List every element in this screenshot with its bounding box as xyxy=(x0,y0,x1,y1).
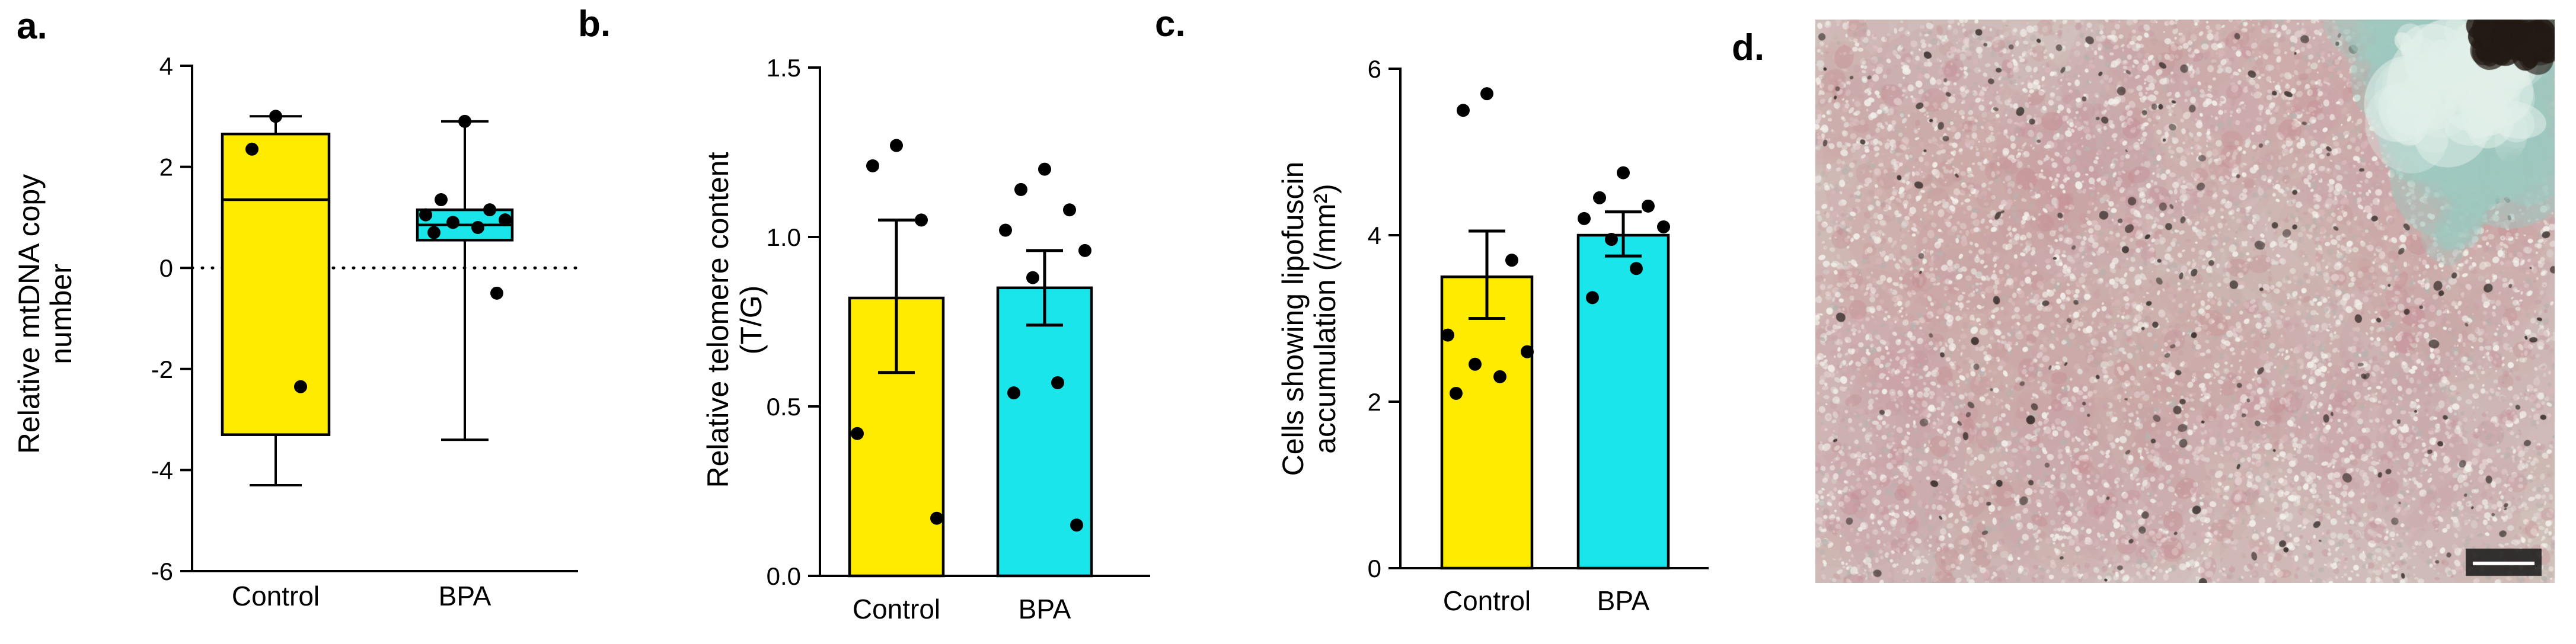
y-axis-title: Relative mtDNA copy xyxy=(12,174,46,454)
panel-a-chart: 4 2 0 -2 -4 -6 Control BPA Relative mtDNA copynu… xyxy=(12,52,580,611)
x-category-label: BPA xyxy=(1019,594,1071,624)
data-point xyxy=(490,286,503,300)
data-point xyxy=(1642,199,1655,213)
data-point xyxy=(1469,357,1482,371)
data-point xyxy=(1630,262,1643,275)
bar-control xyxy=(1440,87,1534,570)
y-tick-label: 2 xyxy=(1368,388,1381,416)
y-axis-title: accumulation (/mm²) xyxy=(1308,184,1342,454)
panel-b-label: b. xyxy=(578,4,611,44)
data-point xyxy=(999,223,1012,237)
data-point xyxy=(1480,87,1493,101)
y-tick-label: 0 xyxy=(1368,555,1381,582)
data-point xyxy=(1063,203,1076,217)
data-point xyxy=(1457,104,1470,117)
data-point xyxy=(1578,212,1591,225)
y-tick-label: 0.5 xyxy=(767,393,801,421)
data-point xyxy=(245,142,258,156)
y-axis-title: Cells showing lipofuscin xyxy=(1276,162,1310,476)
panel-c-label: c. xyxy=(1155,4,1186,44)
x-category-label: Control xyxy=(232,581,320,611)
x-category-label: BPA xyxy=(439,581,491,611)
data-point xyxy=(1505,254,1518,267)
data-point xyxy=(1493,370,1506,383)
data-point xyxy=(294,380,307,393)
data-point xyxy=(915,213,928,227)
data-point xyxy=(1078,243,1091,257)
data-point xyxy=(1014,182,1027,196)
data-point xyxy=(446,216,459,229)
panel-a-label: a. xyxy=(17,6,47,47)
y-axis-title: Relative telomere content xyxy=(701,152,735,488)
panel-b-chart: 1.5 1.0 0.5 0.0 Control BPA Relative telomere … xyxy=(701,54,1150,624)
data-point xyxy=(866,159,879,172)
x-category-label: Control xyxy=(1443,585,1531,616)
data-point xyxy=(1070,518,1083,532)
data-point xyxy=(1586,291,1599,305)
data-point xyxy=(427,226,440,239)
micrograph-image xyxy=(1815,20,2555,583)
y-tick-label: 6 xyxy=(1368,55,1381,83)
data-point xyxy=(1657,220,1670,233)
data-point xyxy=(930,511,943,525)
panel-d-label: d. xyxy=(1732,27,1765,68)
y-tick-label: 1.5 xyxy=(767,54,801,82)
bar-control xyxy=(848,139,945,578)
data-point xyxy=(471,220,484,234)
y-axis-title: number xyxy=(44,264,78,364)
data-point xyxy=(1026,271,1039,284)
data-point xyxy=(1051,376,1064,389)
data-point xyxy=(1441,328,1454,342)
bar-bpa xyxy=(996,162,1093,578)
data-point xyxy=(1605,233,1618,246)
data-point xyxy=(1038,162,1051,176)
y-tick-label: -6 xyxy=(151,558,173,585)
data-point xyxy=(890,139,903,152)
y-tick-label: 4 xyxy=(1368,222,1381,249)
y-tick-label: 0.0 xyxy=(767,562,801,590)
data-point xyxy=(435,193,448,207)
data-point xyxy=(458,114,471,128)
y-axis-title: (T/G) xyxy=(735,286,768,355)
y-tick-label: 4 xyxy=(159,52,173,80)
y-tick-label: 0 xyxy=(159,254,173,282)
box-control xyxy=(221,110,331,486)
data-point xyxy=(483,203,496,217)
x-category-label: Control xyxy=(853,594,940,624)
data-point xyxy=(1007,386,1020,400)
y-tick-label: 1.0 xyxy=(767,223,801,251)
data-point xyxy=(499,213,512,227)
data-point xyxy=(1450,386,1463,400)
data-point xyxy=(1521,345,1534,358)
data-point xyxy=(1593,191,1606,204)
data-point xyxy=(269,110,282,123)
data-point xyxy=(1617,166,1630,180)
y-tick-label: -4 xyxy=(151,456,173,484)
panel-c-chart: 6 4 2 0 Control BPA Cells showing lipofuscinac… xyxy=(1276,55,1709,616)
data-point xyxy=(419,208,432,222)
y-tick-label: 2 xyxy=(159,153,173,181)
data-point xyxy=(851,427,864,440)
x-category-label: BPA xyxy=(1597,585,1650,616)
y-tick-label: -2 xyxy=(151,355,173,383)
box-bpa xyxy=(416,114,514,441)
bar-bpa xyxy=(1576,166,1670,570)
